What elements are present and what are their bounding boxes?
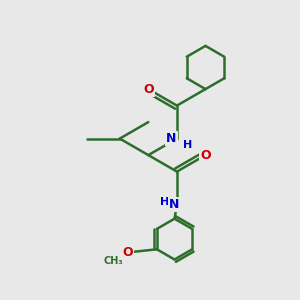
Text: O: O xyxy=(200,148,211,162)
Text: O: O xyxy=(122,246,133,259)
Text: H: H xyxy=(160,197,169,207)
Text: CH₃: CH₃ xyxy=(104,256,124,266)
Text: O: O xyxy=(143,82,154,96)
Text: N: N xyxy=(169,198,180,211)
Text: N: N xyxy=(166,132,177,145)
Text: H: H xyxy=(183,140,192,150)
